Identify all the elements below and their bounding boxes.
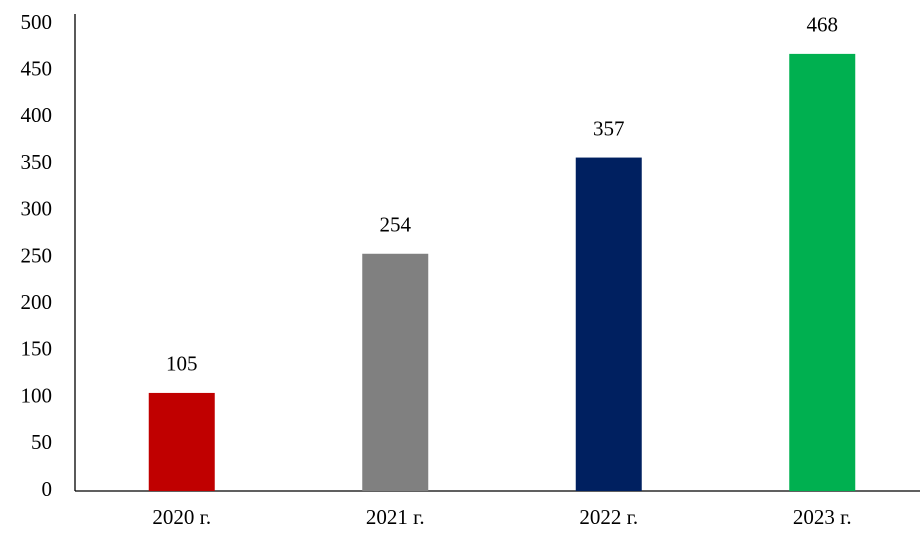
- x-tick-label: 2022 г.: [579, 505, 638, 529]
- y-tick-label: 200: [21, 290, 53, 314]
- data-label: 468: [807, 13, 839, 37]
- y-tick-label: 150: [21, 337, 53, 361]
- x-tick-label: 2023 г.: [793, 505, 852, 529]
- data-label: 254: [380, 213, 412, 237]
- y-tick-label: 300: [21, 197, 53, 221]
- bar: [575, 157, 642, 491]
- x-tick-label: 2021 г.: [366, 505, 425, 529]
- y-tick-label: 0: [42, 477, 53, 501]
- y-tick-label: 50: [31, 430, 52, 454]
- y-tick-label: 100: [21, 383, 53, 407]
- y-tick-label: 400: [21, 103, 53, 127]
- data-label: 105: [166, 352, 198, 376]
- y-tick-label: 350: [21, 150, 53, 174]
- y-tick-label: 500: [21, 10, 53, 34]
- bar: [789, 53, 856, 491]
- y-tick-label: 450: [21, 57, 53, 81]
- bar: [362, 253, 429, 491]
- data-label: 357: [593, 116, 625, 140]
- y-tick-label: 250: [21, 243, 53, 267]
- x-tick-label: 2020 г.: [152, 505, 211, 529]
- bar: [148, 392, 215, 491]
